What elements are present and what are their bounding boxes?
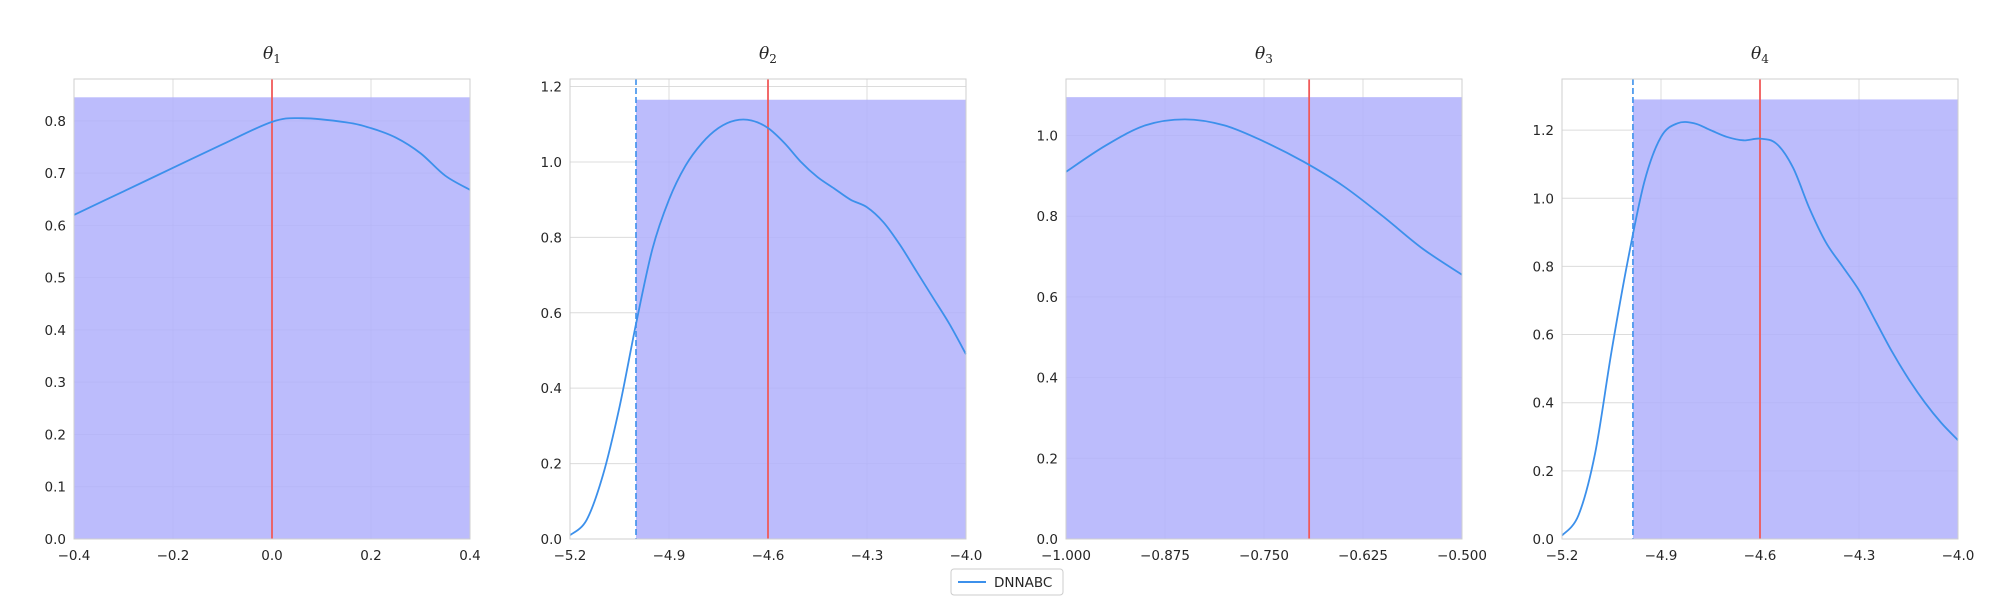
y-tick-label: 1.2 <box>541 80 562 96</box>
panel-theta-1: −0.4 −0.2 0.0 0.2 0.4 0.0 0.1 0.2 0.3 0.4 0.5 0.6 0.… <box>45 44 481 564</box>
y-tick-label: 0.8 <box>1533 259 1554 275</box>
y-tick-label: 0.7 <box>45 166 66 182</box>
y-tick-label: 1.2 <box>1533 123 1554 139</box>
y-tick-label: 0.6 <box>45 218 66 234</box>
density-curve-3 <box>1065 118 1463 276</box>
panels: −0.4 −0.2 0.0 0.2 0.4 0.0 0.1 0.2 0.3 0.4 0.5 0.6 0.… <box>45 44 1975 564</box>
y-tick-label: 0.8 <box>541 230 562 246</box>
y-tick-label: 0.6 <box>1533 328 1554 344</box>
panel-theta-2: −5.2 −4.9 −4.6 −4.3 −4.0 0.0 0.2 0.4 0.6 0.8 1.0 1.… <box>541 44 983 564</box>
y-tick-label: 0.4 <box>45 323 66 339</box>
y-tick-label: 0.0 <box>45 532 66 548</box>
plot-frame-1 <box>73 78 471 540</box>
y-tick-label: 1.0 <box>541 155 562 171</box>
x-tick-label: −4.0 <box>950 548 983 564</box>
x-tick-label: −4.6 <box>1744 548 1777 564</box>
x-tick-label: −5.2 <box>1546 548 1579 564</box>
density-curve-1 <box>73 117 471 216</box>
panel-title-3: θ3 <box>1255 44 1273 66</box>
panel-theta-4: −5.2 −4.9 −4.6 −4.3 −4.0 0.0 0.2 0.4 0.6 0.8 1.0 1.… <box>1533 44 1975 564</box>
y-tick-label: 0.2 <box>541 457 562 473</box>
legend-label-dnnabc: DNNABC <box>994 575 1052 591</box>
plot-frame-3 <box>1065 78 1463 540</box>
prior-region-2 <box>636 99 966 539</box>
x-tick-label: −4.9 <box>653 548 686 564</box>
y-tick-label: 1.0 <box>1037 128 1058 144</box>
x-tick-label: −4.3 <box>1843 548 1876 564</box>
x-tick-label: −1.000 <box>1041 548 1091 564</box>
x-tick-label: 0.0 <box>261 548 282 564</box>
x-tick-label: 0.4 <box>459 548 480 564</box>
y-tick-label: 0.1 <box>45 480 66 496</box>
panel-title-4: θ4 <box>1751 44 1769 66</box>
y-tick-label: 1.0 <box>1533 191 1554 207</box>
y-tick-label: 0.4 <box>541 381 562 397</box>
y-tick-label: 0.8 <box>45 114 66 130</box>
plot-frame-4 <box>1561 78 1959 540</box>
y-tick-label: 0.4 <box>1037 371 1058 387</box>
prior-region-4 <box>1632 99 1958 539</box>
prior-region-3 <box>1066 97 1462 539</box>
x-tick-label: −0.4 <box>58 548 91 564</box>
density-curve-4 <box>1561 121 1959 537</box>
y-tick-label: 0.2 <box>1533 464 1554 480</box>
y-tick-label: 0.6 <box>1037 290 1058 306</box>
plot-frame-2 <box>569 78 967 540</box>
x-tick-label: −0.875 <box>1140 548 1190 564</box>
y-tick-label: 0.2 <box>45 427 66 443</box>
y-tick-label: 0.2 <box>1037 451 1058 467</box>
panel-title-2: θ2 <box>759 44 777 66</box>
y-tick-label: 0.5 <box>45 271 66 287</box>
y-tick-label: 0.6 <box>541 306 562 322</box>
y-tick-label: 0.0 <box>541 532 562 548</box>
y-tick-label: 0.0 <box>1037 532 1058 548</box>
legend-frame <box>950 568 1064 596</box>
panel-title-1: θ1 <box>263 44 281 66</box>
x-tick-label: −0.750 <box>1239 548 1289 564</box>
y-tick-label: 0.0 <box>1533 532 1554 548</box>
density-curve-2 <box>569 118 967 536</box>
y-tick-label: 0.8 <box>1037 209 1058 225</box>
x-tick-label: −0.625 <box>1338 548 1388 564</box>
x-tick-label: −4.3 <box>851 548 884 564</box>
x-tick-label: −0.2 <box>157 548 190 564</box>
x-tick-label: −4.9 <box>1645 548 1678 564</box>
x-tick-label: −0.500 <box>1437 548 1487 564</box>
x-tick-label: −4.6 <box>752 548 785 564</box>
x-tick-label: −5.2 <box>554 548 587 564</box>
x-tick-label: −4.0 <box>1942 548 1975 564</box>
y-tick-label: 0.3 <box>45 375 66 391</box>
panel-theta-3: −1.000 −0.875 −0.750 −0.625 −0.500 0.0 0.2 0.4 0… <box>1037 44 1487 564</box>
y-tick-label: 0.4 <box>1533 396 1554 412</box>
legend: DNNABC <box>950 568 1064 596</box>
x-tick-label: 0.2 <box>360 548 381 564</box>
